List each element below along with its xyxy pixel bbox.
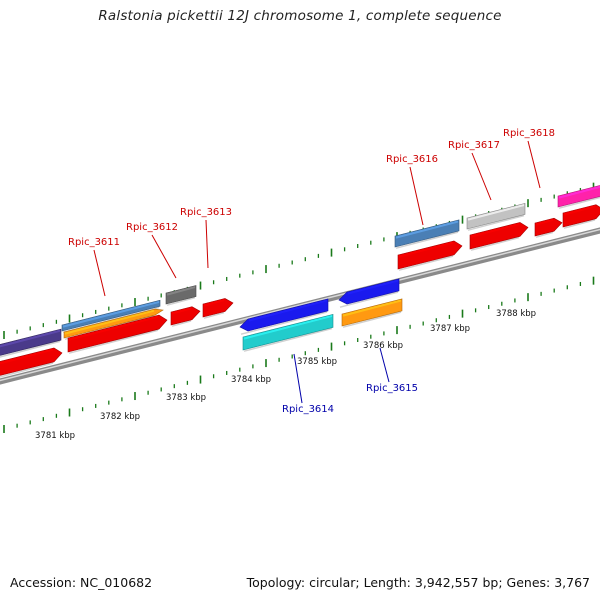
leader-line xyxy=(379,347,390,383)
gene-name-text: Rpic_3614 xyxy=(282,404,334,415)
gene-label-rpic3611[interactable]: Rpic_3611 xyxy=(68,237,120,297)
leader-line xyxy=(93,249,106,297)
leader-line xyxy=(471,152,492,201)
gene-feature-red-8[interactable] xyxy=(562,204,600,229)
gene-label-rpic3617[interactable]: Rpic_3617 xyxy=(448,140,500,201)
gene-feature-blue-rpic3614[interactable] xyxy=(239,298,329,335)
gene-feature-cyan-rpic3614[interactable] xyxy=(242,314,334,352)
gene-name-text: Rpic_3611 xyxy=(68,237,120,248)
gene-feature-gray-rpic3613[interactable] xyxy=(165,285,197,306)
tick-label-3783: 3783 kbp xyxy=(166,393,206,403)
leader-line xyxy=(409,166,424,226)
gene-feature-red-1[interactable] xyxy=(0,347,63,378)
gene-name-text: Rpic_3618 xyxy=(503,128,555,139)
gene-name-text: Rpic_3612 xyxy=(126,222,178,233)
gene-label-rpic3613[interactable]: Rpic_3613 xyxy=(180,207,232,269)
topology-text: Topology: circular; Length: 3,942,557 bp… xyxy=(246,575,590,590)
gene-label-rpic3615[interactable]: Rpic_3615 xyxy=(366,347,418,394)
leader-line xyxy=(293,353,303,404)
gene-label-rpic3614[interactable]: Rpic_3614 xyxy=(282,353,334,415)
accession-text: Accession: NC_010682 xyxy=(10,575,153,590)
gene-feature-red-4[interactable] xyxy=(202,298,234,319)
gene-feature-purple[interactable] xyxy=(0,328,62,358)
leader-line xyxy=(205,219,209,269)
gene-name-text: Rpic_3615 xyxy=(366,383,418,394)
gene-feature-silver-rpic3617[interactable] xyxy=(466,203,526,231)
map-title: Ralstonia pickettii 12J chromosome 1, co… xyxy=(98,8,502,24)
tick-label-3786: 3786 kbp xyxy=(363,341,403,351)
tick-label-3785: 3785 kbp xyxy=(297,357,337,367)
gene-feature-red-6[interactable] xyxy=(469,222,529,251)
tick-label-3782: 3782 kbp xyxy=(100,412,140,422)
gene-feature-layer xyxy=(0,184,600,378)
gene-name-text: Rpic_3613 xyxy=(180,207,232,218)
gene-feature-steelblue-rpic3616[interactable] xyxy=(394,219,460,249)
gene-name-text: Rpic_3616 xyxy=(386,154,438,165)
gene-feature-red-3[interactable] xyxy=(170,306,201,327)
gene-feature-red-7[interactable] xyxy=(534,217,563,238)
position-tick-labels: 3781 kbp 3782 kbp 3783 kbp 3784 kbp 3785… xyxy=(35,309,536,441)
gene-feature-blue-rpic3615[interactable] xyxy=(338,278,400,308)
tick-label-3788: 3788 kbp xyxy=(496,309,536,319)
gene-name-text: Rpic_3617 xyxy=(448,140,500,151)
lower-tick-track xyxy=(3,276,595,433)
sequence-backbone-highlight xyxy=(0,228,600,382)
gene-label-rpic3612[interactable]: Rpic_3612 xyxy=(126,222,178,279)
tick-label-3784: 3784 kbp xyxy=(231,375,271,385)
gene-feature-orange-rpic3615[interactable] xyxy=(341,298,403,328)
gene-feature-red-2[interactable] xyxy=(67,314,168,354)
upper-tick-track xyxy=(3,182,595,339)
gene-label-rpic3616[interactable]: Rpic_3616 xyxy=(386,154,438,226)
leader-line xyxy=(527,140,541,189)
gene-feature-magenta-rpic3618[interactable] xyxy=(557,184,600,209)
gene-feature-red-5[interactable] xyxy=(397,240,463,271)
tick-label-3781: 3781 kbp xyxy=(35,431,75,441)
gene-label-rpic3618[interactable]: Rpic_3618 xyxy=(503,128,555,189)
tick-label-3787: 3787 kbp xyxy=(430,324,470,334)
leader-line xyxy=(151,234,177,279)
